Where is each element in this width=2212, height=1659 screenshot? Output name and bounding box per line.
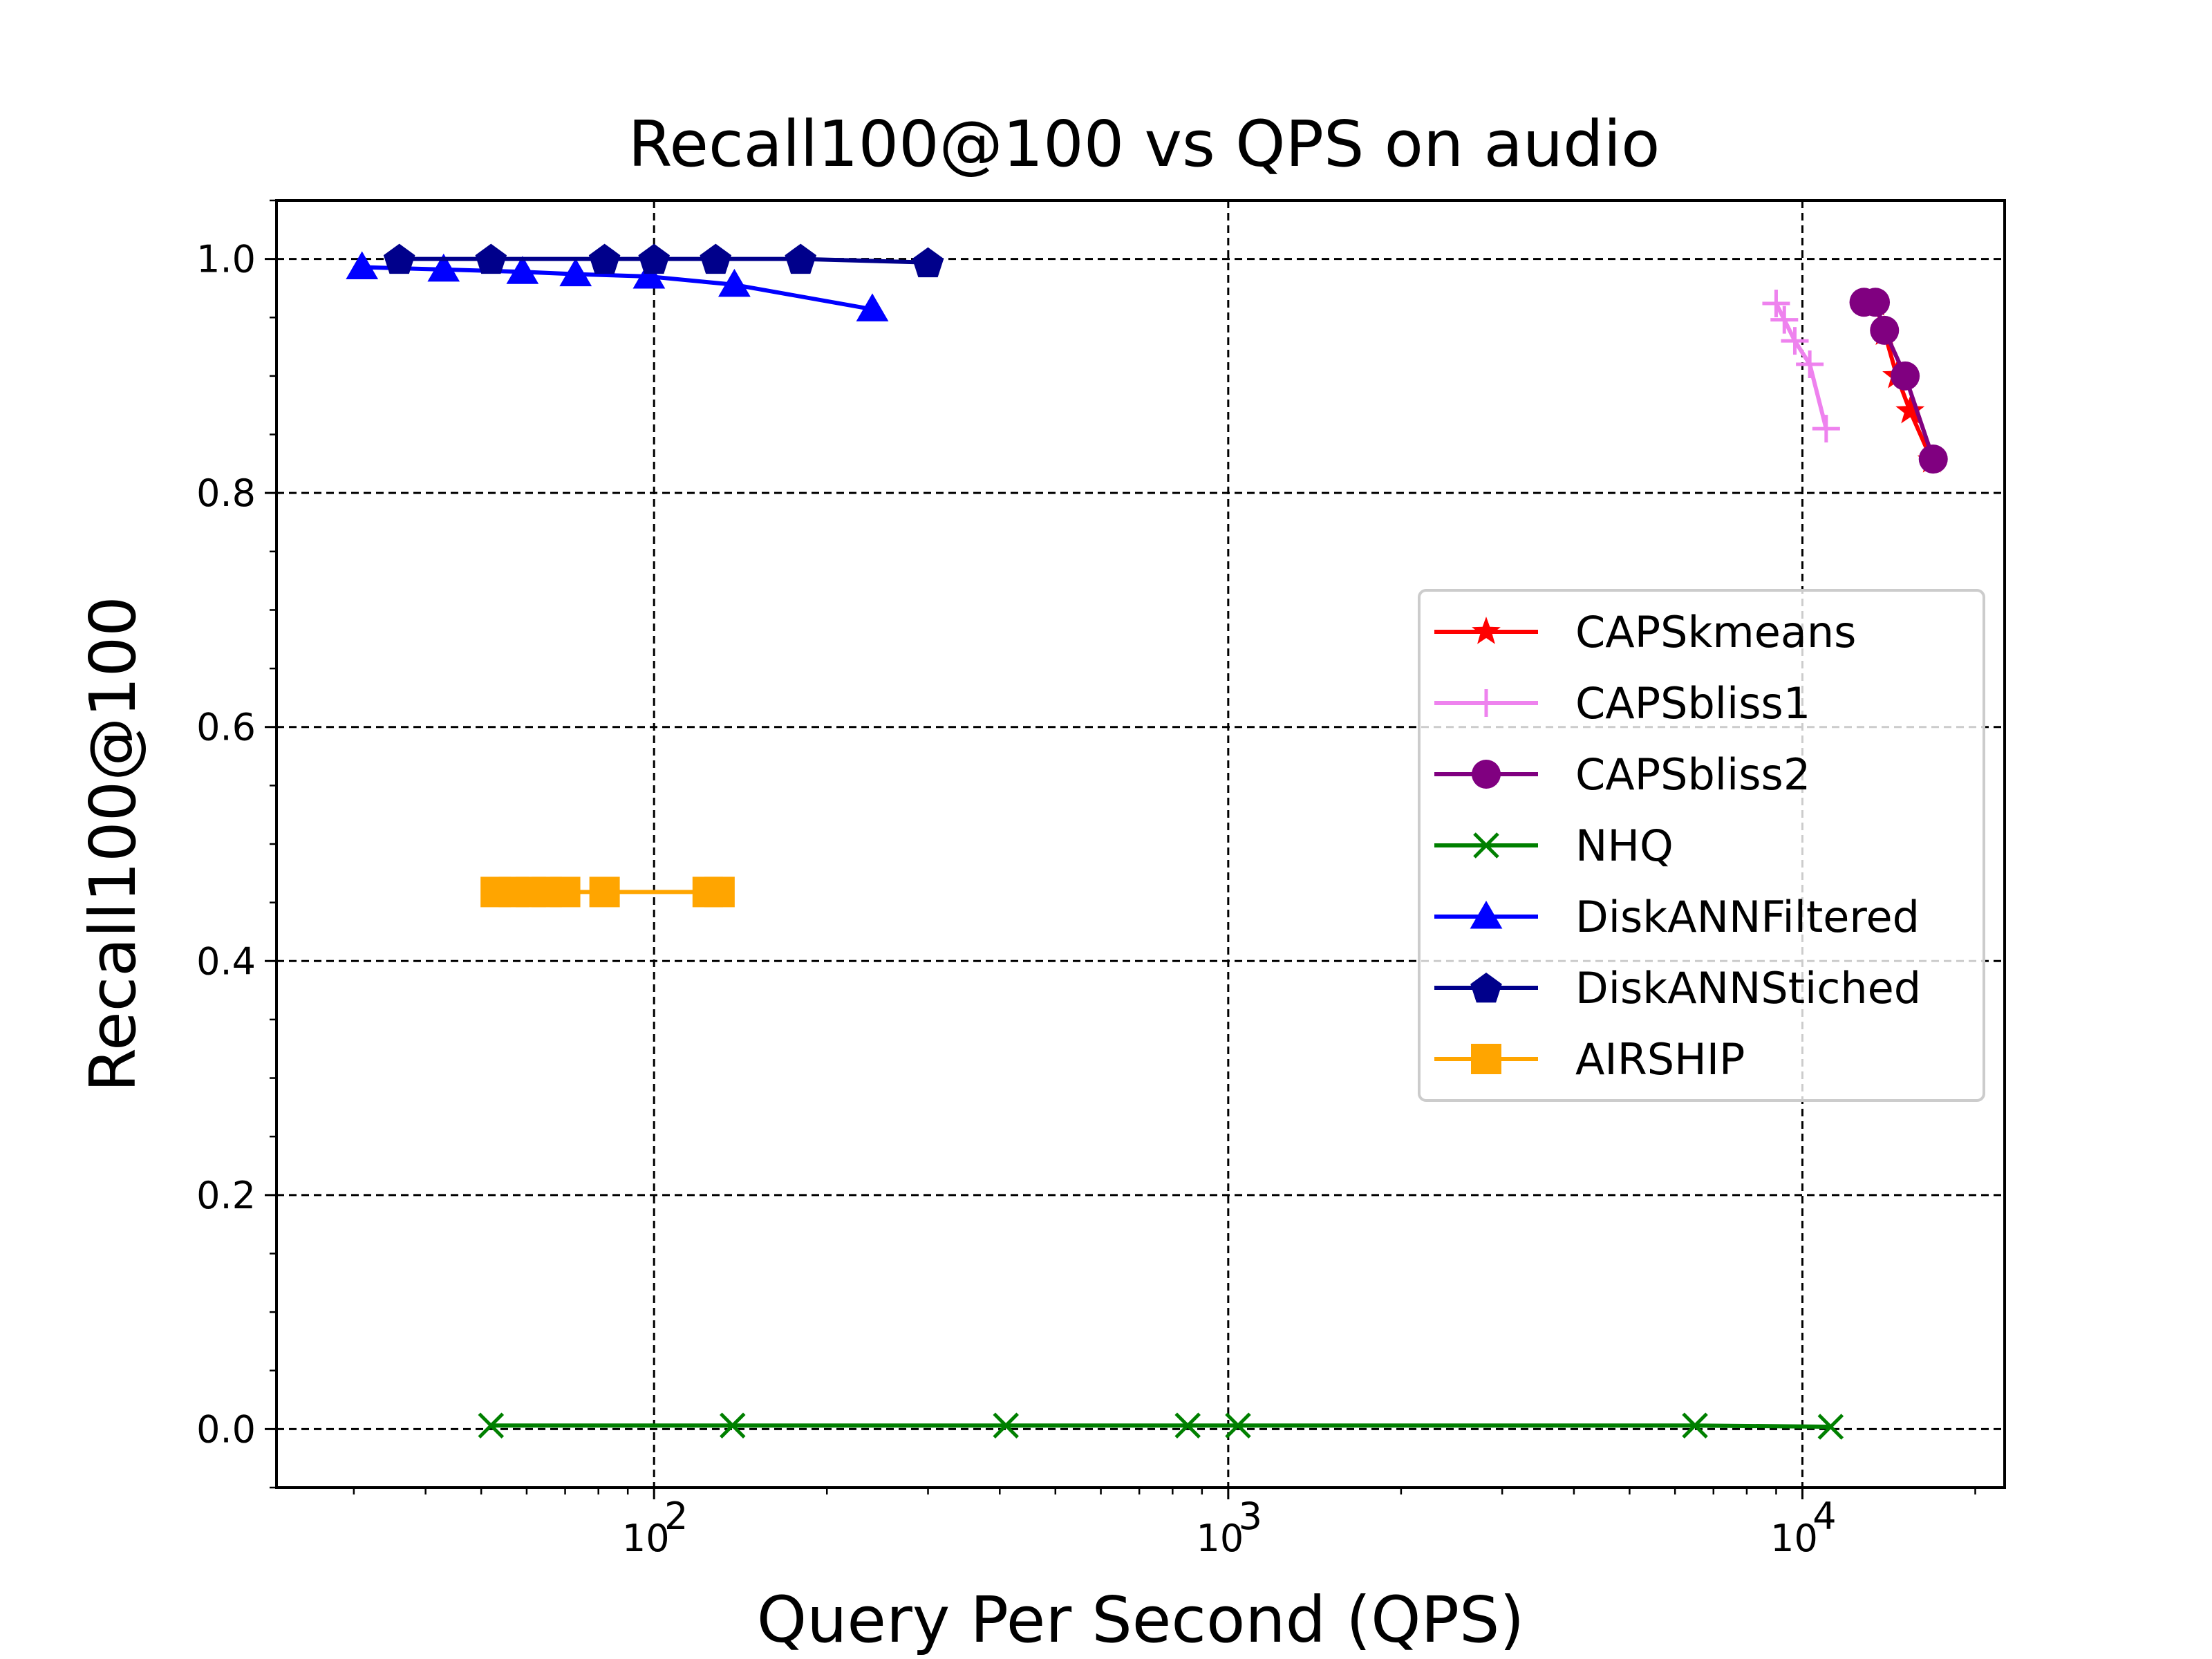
legend-label: CAPSkmeans [1575,607,1856,657]
data-point-nhq [1682,1412,1708,1439]
series-nhq [478,1412,1844,1440]
series-airship [480,877,735,908]
legend-label: DiskANNStiched [1575,963,1921,1013]
legend-label: DiskANNFiltered [1575,892,1920,942]
y-tick-label: 1.0 [196,238,256,281]
legend-marker-capsbliss2 [1472,760,1501,789]
data-point-diskannfiltered [856,293,889,321]
data-point-capsbliss2 [1870,315,1900,345]
data-point-diskannstiched [785,243,817,274]
x-tick-exponent: 3 [1239,1494,1262,1538]
data-point-diskannfiltered [346,251,379,279]
legend-marker-diskannfiltered [1470,901,1503,929]
legend-label: CAPSbliss2 [1575,749,1810,800]
data-point-diskannstiched [912,247,944,278]
legend-marker-nhq [1473,832,1499,859]
data-point-capskmeans [1895,395,1925,424]
legend-marker-capsbliss1 [1472,689,1500,717]
series-capsbliss1 [1762,289,1840,443]
legend-label: CAPSbliss1 [1575,678,1810,729]
data-point-capsbliss1 [1762,289,1790,317]
y-tick-label: 0.2 [196,1174,256,1217]
legend-marker-capskmeans [1472,617,1501,644]
data-point-capsbliss1 [1781,327,1809,355]
x-tick-label: 10 [1196,1517,1244,1560]
data-point-diskannstiched [588,243,621,274]
data-point-diskannfiltered [427,253,460,282]
data-point-capsbliss1 [1770,306,1799,334]
data-point-capsbliss2 [1918,444,1948,474]
data-point-nhq [993,1412,1019,1439]
x-tick-label: 10 [1770,1517,1818,1560]
legend-marker-diskannstiched [1470,973,1502,1003]
x-tick-exponent: 2 [664,1494,688,1538]
legend-marker-airship [1471,1044,1501,1074]
data-point-diskannfiltered [506,256,539,284]
series-diskannfiltered [346,251,889,321]
data-point-nhq [1817,1414,1844,1440]
y-tick-label: 0.8 [196,471,256,515]
data-point-capsbliss2 [1861,288,1891,317]
plot-series [346,243,1948,1440]
y-axis-label: Recall100@100 [76,596,150,1092]
x-tick-exponent: 4 [1812,1494,1836,1538]
data-point-nhq [478,1412,505,1439]
data-point-nhq [1174,1412,1201,1439]
data-point-diskannfiltered [632,261,666,289]
y-tick-label: 0.6 [196,706,256,749]
data-point-capsbliss1 [1796,350,1824,378]
data-point-diskannstiched [700,243,732,274]
legend-label: NHQ [1575,821,1674,871]
data-point-capsbliss2 [1891,361,1920,391]
x-tick-label: 10 [622,1517,670,1560]
legend-box [1418,589,1985,1102]
series-capsbliss2 [1849,288,1948,474]
series-diskannstiched [383,243,944,278]
data-point-diskannstiched [475,243,507,274]
data-point-diskannstiched [638,243,670,274]
data-point-capsbliss1 [1812,415,1840,443]
data-point-diskannfiltered [718,268,751,297]
data-point-diskannstiched [383,243,415,274]
y-tick-label: 0.0 [196,1407,256,1451]
chart-title: Recall100@100 vs QPS on audio [628,107,1660,181]
y-tick-label: 0.4 [196,939,256,983]
data-point-airship [589,877,620,908]
legend: CAPSkmeans CAPSbliss1 CAPSbliss2 NHQ DiskANN… [1418,589,1985,1102]
series-line-nhq [491,1423,1831,1429]
data-point-diskannfiltered [559,258,592,287]
data-point-nhq [720,1412,746,1439]
data-point-nhq [1225,1412,1251,1439]
data-point-airship [550,877,581,908]
x-axis-label: Query Per Second (QPS) [757,1583,1525,1657]
data-point-airship [704,877,735,908]
legend-label: AIRSHIP [1575,1034,1745,1085]
